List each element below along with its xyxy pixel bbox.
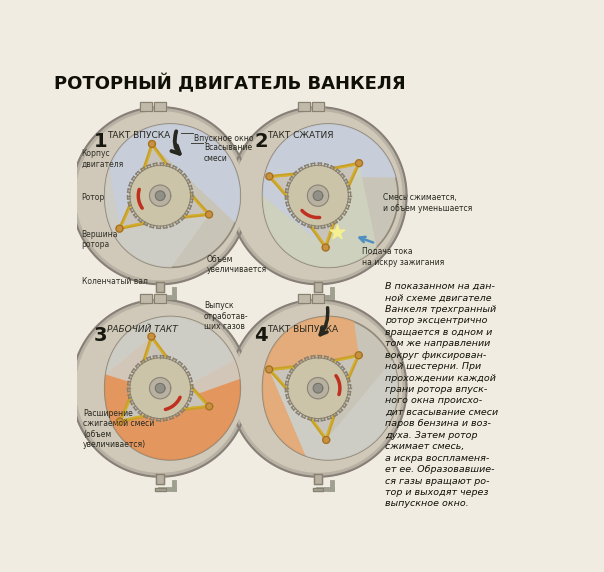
Polygon shape: [72, 107, 249, 284]
Polygon shape: [116, 225, 123, 232]
Polygon shape: [155, 383, 165, 393]
Polygon shape: [140, 294, 152, 304]
Text: Корпус
двигателя: Корпус двигателя: [82, 149, 124, 168]
Polygon shape: [307, 378, 329, 399]
Polygon shape: [106, 316, 240, 422]
Polygon shape: [323, 436, 330, 443]
Polygon shape: [263, 124, 396, 248]
Polygon shape: [356, 160, 362, 166]
Polygon shape: [230, 300, 406, 476]
Polygon shape: [312, 102, 324, 111]
Text: В показанном на дан-
ной схеме двигателе
Ванкеля трехгранный
ротор эксцентрично
: В показанном на дан- ной схеме двигателе…: [385, 282, 498, 509]
Polygon shape: [263, 163, 377, 267]
Polygon shape: [288, 165, 349, 226]
Polygon shape: [150, 185, 171, 206]
Point: [332, 227, 341, 236]
FancyArrowPatch shape: [359, 237, 373, 243]
Text: Объем
увеличивается: Объем увеличивается: [207, 255, 266, 275]
Polygon shape: [154, 102, 166, 111]
Text: Расширение
сжигаемой смеси
(объем
увеличивается): Расширение сжигаемой смеси (объем увелич…: [83, 409, 155, 449]
Polygon shape: [313, 383, 323, 393]
Polygon shape: [298, 102, 310, 111]
Polygon shape: [355, 352, 362, 359]
Polygon shape: [156, 474, 164, 484]
Polygon shape: [206, 403, 213, 410]
Polygon shape: [234, 304, 402, 472]
Text: Выпуск
отработав-
ших газов: Выпуск отработав- ших газов: [204, 301, 249, 331]
FancyArrowPatch shape: [172, 132, 179, 154]
Polygon shape: [314, 474, 322, 484]
Text: ТАКТ СЖАТИЯ: ТАКТ СЖАТИЯ: [267, 131, 333, 140]
Polygon shape: [104, 336, 240, 460]
Text: 2: 2: [254, 132, 268, 151]
Polygon shape: [269, 163, 359, 248]
Polygon shape: [148, 333, 155, 340]
Polygon shape: [150, 378, 171, 399]
Text: Смесь сжимается,
и объем уменьшается: Смесь сжимается, и объем уменьшается: [384, 193, 473, 213]
Text: 1: 1: [94, 132, 108, 151]
FancyArrowPatch shape: [320, 308, 328, 335]
Polygon shape: [314, 282, 322, 292]
Polygon shape: [269, 355, 359, 440]
Text: Всасывание
смеси: Всасывание смеси: [204, 144, 252, 162]
Polygon shape: [130, 358, 190, 419]
Text: Подача тока
на искру зажигания: Подача тока на искру зажигания: [362, 247, 444, 267]
Text: ТАКТ ВПУСКА: ТАКТ ВПУСКА: [107, 131, 170, 140]
Text: Коленчатый вал: Коленчатый вал: [82, 277, 147, 287]
Polygon shape: [149, 141, 155, 148]
Polygon shape: [76, 304, 244, 472]
Polygon shape: [109, 124, 240, 229]
Text: Вершина
ротора: Вершина ротора: [82, 230, 118, 249]
Polygon shape: [140, 102, 152, 111]
Polygon shape: [155, 295, 165, 299]
Polygon shape: [307, 185, 329, 206]
Polygon shape: [263, 124, 398, 267]
Text: 3: 3: [94, 326, 108, 345]
Polygon shape: [313, 295, 323, 299]
Polygon shape: [155, 487, 165, 491]
Polygon shape: [130, 165, 190, 226]
Polygon shape: [120, 144, 209, 229]
Polygon shape: [155, 191, 165, 200]
Polygon shape: [298, 294, 310, 304]
Polygon shape: [154, 294, 166, 304]
Polygon shape: [322, 244, 329, 251]
Polygon shape: [266, 366, 272, 373]
Polygon shape: [76, 112, 244, 280]
Polygon shape: [313, 191, 323, 200]
Polygon shape: [288, 358, 349, 419]
Polygon shape: [313, 487, 323, 491]
Polygon shape: [72, 300, 249, 476]
Polygon shape: [104, 168, 209, 267]
Text: РОТОРНЫЙ ДВИГАТЕЛЬ ВАНКЕЛЯ: РОТОРНЫЙ ДВИГАТЕЛЬ ВАНКЕЛЯ: [54, 74, 405, 93]
Polygon shape: [104, 124, 240, 267]
Text: 4: 4: [254, 326, 268, 345]
Polygon shape: [266, 173, 273, 180]
Polygon shape: [269, 360, 398, 460]
Polygon shape: [263, 316, 398, 460]
Text: ТАКТ ВЫПУСКА: ТАКТ ВЫПУСКА: [267, 325, 338, 334]
Polygon shape: [120, 336, 209, 422]
Polygon shape: [263, 316, 359, 456]
Polygon shape: [312, 294, 324, 304]
Text: РАБОЧИЙ ТАКТ: РАБОЧИЙ ТАКТ: [107, 325, 178, 334]
Text: Впускное окно: Впускное окно: [194, 134, 254, 143]
Polygon shape: [234, 112, 402, 280]
Text: Ротор: Ротор: [82, 193, 105, 202]
Polygon shape: [230, 107, 406, 284]
Polygon shape: [104, 316, 240, 460]
Polygon shape: [117, 418, 123, 425]
Polygon shape: [156, 282, 164, 292]
Polygon shape: [205, 211, 213, 218]
